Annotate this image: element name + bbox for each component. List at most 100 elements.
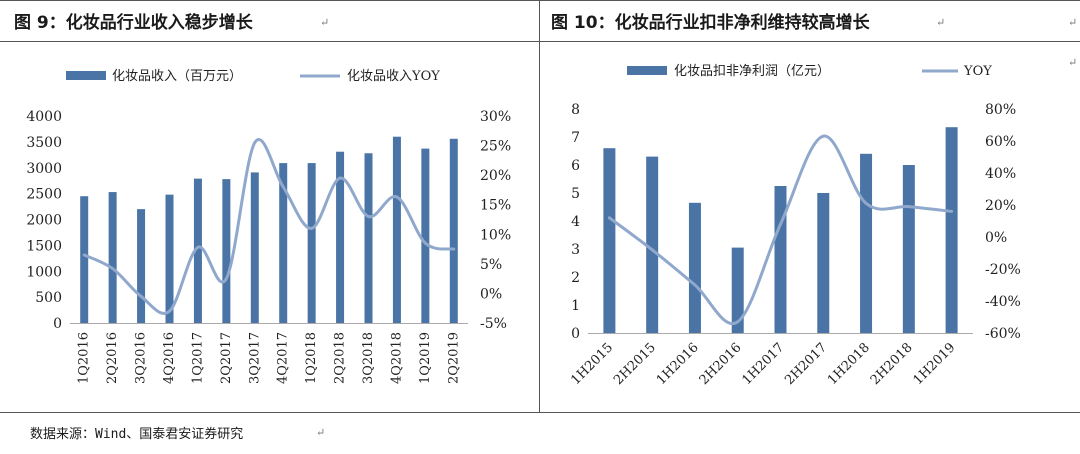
y2-axis-tick-label: -20% — [985, 262, 1021, 278]
y-axis-tick-label: 0 — [53, 316, 62, 332]
bar — [336, 151, 345, 323]
yoy-point — [864, 201, 868, 205]
yoy-point — [253, 141, 257, 145]
legend-bar-swatch — [627, 66, 667, 75]
y-axis-tick-label: 6 — [571, 158, 580, 174]
x-axis-category-label: 2Q2016 — [105, 332, 120, 384]
y-axis-tick-label: 1000 — [26, 264, 62, 280]
y-axis-tick-label: 8 — [571, 102, 580, 118]
y2-axis-tick-label: 40% — [985, 166, 1016, 182]
bar — [222, 179, 231, 323]
x-axis-category-label: 3Q2018 — [361, 332, 376, 384]
yoy-point — [907, 205, 911, 209]
x-axis-category-label: 1Q2017 — [190, 332, 205, 384]
y-axis-tick-label: 4 — [571, 214, 580, 230]
x-axis-category-label: 1Q2019 — [418, 332, 433, 384]
x-axis-category-label: 1H2015 — [568, 340, 616, 388]
figure-10-title: 图 10：化妆品行业扣非净利维持较高增长 — [551, 13, 870, 33]
x-axis-category-label: 4Q2017 — [276, 332, 291, 384]
y2-axis-tick-label: 0% — [480, 286, 502, 302]
bar — [774, 186, 787, 333]
bar — [80, 196, 89, 323]
y-axis-tick-label: 500 — [35, 290, 62, 306]
bar — [137, 209, 146, 323]
x-axis-category-label: 1Q2016 — [77, 332, 92, 384]
bar — [688, 202, 701, 333]
y2-axis-tick-label: -60% — [985, 326, 1021, 342]
yoy-point — [168, 309, 171, 313]
y2-axis-tick-label: 60% — [985, 134, 1016, 150]
bar — [603, 148, 616, 333]
x-axis-category-label: 1H2019 — [911, 340, 959, 388]
figure-9-title: 图 9：化妆品行业收入稳步增长 — [14, 13, 253, 33]
y-axis-tick-label: 1500 — [26, 238, 62, 254]
yoy-point — [395, 195, 399, 199]
bar — [193, 178, 202, 323]
yoy-point — [779, 222, 782, 226]
yoy-point — [607, 216, 611, 220]
paragraph-mark-icon: ↵ — [320, 16, 330, 29]
x-axis-category-label: 4Q2018 — [389, 332, 404, 384]
yoy-point — [452, 247, 456, 251]
yoy-point — [821, 134, 825, 138]
yoy-point — [310, 226, 314, 230]
y-axis-tick-label: 3 — [571, 242, 580, 258]
y2-axis-tick-label: -5% — [480, 316, 507, 332]
paragraph-mark-icon: ↵ — [1068, 16, 1078, 29]
y2-axis-tick-label: 20% — [985, 198, 1016, 214]
y2-axis-tick-label: 15% — [480, 198, 511, 214]
chart-figure-9: 化妆品收入（百万元） 化妆品收入YOY 0 500 1000 1500 2000 2500 30… — [26, 69, 511, 384]
yoy-point — [736, 320, 740, 324]
yoy-point — [196, 245, 200, 249]
x-axis-category-label: 1H2017 — [739, 340, 787, 388]
bar — [449, 138, 458, 323]
bar — [307, 163, 316, 323]
legend-line-label: 化妆品收入YOY — [347, 69, 440, 84]
y-axis-tick-label: 4000 — [26, 109, 62, 125]
yoy-point — [111, 267, 115, 271]
legend-bar-label: 化妆品扣非净利润（亿元） — [674, 64, 830, 79]
y2-axis-tick-label: 25% — [480, 139, 511, 155]
yoy-point — [950, 209, 954, 213]
y-axis-tick-label: 1 — [571, 298, 580, 314]
x-axis-category-label: 3Q2016 — [134, 332, 149, 384]
x-axis-category-label: 2H2015 — [611, 340, 659, 388]
bar — [165, 194, 174, 323]
y2-axis-tick-label: 0% — [985, 230, 1007, 246]
y-axis-tick-label: 2500 — [26, 187, 62, 203]
paragraph-mark-icon: ↵ — [1068, 56, 1078, 69]
yoy-point — [693, 283, 697, 287]
bar — [108, 192, 117, 323]
yoy-point — [82, 253, 86, 257]
y2-axis-tick-label: 20% — [480, 168, 511, 184]
bottom-border — [0, 412, 1080, 413]
y2-axis-tick-label: 5% — [480, 257, 502, 273]
yoy-point — [139, 294, 143, 298]
legend-bar-label: 化妆品收入（百万元） — [112, 69, 242, 84]
bar — [421, 148, 430, 323]
legend-bar-swatch — [66, 71, 106, 80]
source-note: 数据来源：Wind、国泰君安证券研究 — [30, 427, 244, 442]
chart-figure-10: 化妆品扣非净利润（亿元） YOY 0 1 2 3 4 5 6 7 8 -60% -40% -20% 0% 20… — [568, 64, 1021, 388]
yoy-point — [338, 176, 342, 180]
yoy-point — [650, 248, 654, 252]
x-axis-category-label: 1Q2018 — [304, 332, 319, 384]
paragraph-mark-icon: ↵ — [316, 426, 326, 439]
top-border — [0, 0, 1080, 1]
x-axis-category-label: 1H2018 — [825, 340, 873, 388]
paragraph-mark-icon: ↵ — [936, 16, 946, 29]
y-axis-tick-label: 5 — [571, 186, 580, 202]
x-axis-category-label: 1H2016 — [654, 340, 702, 388]
x-axis-category-label: 2H2018 — [868, 340, 916, 388]
bar — [392, 136, 401, 323]
y2-axis-tick-label: -40% — [985, 294, 1021, 310]
y-axis-tick-label: 2000 — [26, 213, 62, 229]
yoy-point — [281, 185, 285, 189]
bar — [731, 247, 744, 333]
y2-axis-tick-label: 10% — [480, 227, 511, 243]
bar — [817, 193, 830, 333]
bar — [250, 172, 259, 323]
x-axis-category-label: 3Q2017 — [247, 332, 262, 384]
title-divider — [0, 41, 1080, 42]
